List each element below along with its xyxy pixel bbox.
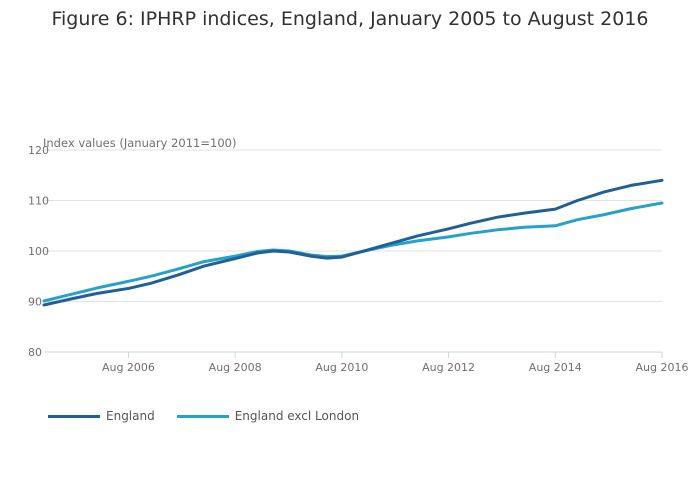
legend-item[interactable]: England excl London: [176, 409, 360, 423]
y-tick-label: 100: [28, 245, 49, 258]
chart-title: Figure 6: IPHRP indices, England, Januar…: [51, 8, 649, 30]
y-axis-label: Index values (January 2011=100): [43, 136, 236, 150]
legend: England England excl London: [48, 409, 359, 423]
x-tick-label: Aug 2016: [636, 361, 689, 374]
legend-swatch: [176, 414, 229, 418]
x-tick-label: Aug 2008: [209, 361, 262, 374]
y-tick-label: 120: [28, 144, 49, 157]
series-line-england: [42, 178, 664, 307]
x-tick-label: Aug 2006: [102, 361, 155, 374]
y-tick-label: 80: [28, 346, 42, 359]
legend-label: England excl London: [234, 409, 360, 423]
x-tick-label: Aug 2012: [422, 361, 475, 374]
legend-swatch: [48, 414, 100, 418]
x-tick-label: Aug 2010: [315, 361, 368, 374]
legend-label: England: [106, 409, 155, 423]
y-tick-label: 90: [28, 296, 42, 309]
y-tick-label: 110: [28, 195, 49, 208]
legend-item[interactable]: England: [48, 409, 155, 423]
x-tick-label: Aug 2014: [529, 361, 582, 374]
